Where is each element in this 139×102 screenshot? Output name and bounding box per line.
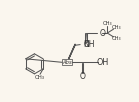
Text: O: O (80, 72, 85, 81)
Text: OH: OH (96, 58, 109, 67)
Text: O: O (83, 40, 89, 49)
Text: O: O (100, 29, 105, 38)
Text: Abs: Abs (62, 60, 72, 65)
Text: CH₃: CH₃ (35, 75, 45, 80)
FancyBboxPatch shape (62, 59, 72, 65)
Text: CH₃: CH₃ (112, 36, 121, 41)
Text: CH₃: CH₃ (102, 21, 112, 26)
Text: NH: NH (83, 40, 95, 49)
Text: CH₃: CH₃ (112, 25, 121, 30)
Polygon shape (69, 44, 75, 59)
